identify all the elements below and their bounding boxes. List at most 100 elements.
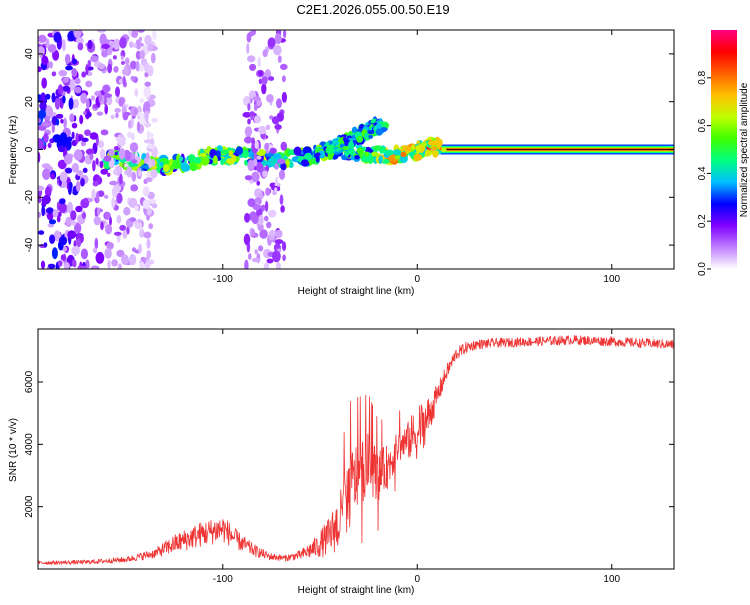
noise-blob bbox=[247, 198, 256, 208]
noise-blob bbox=[281, 91, 287, 103]
noise-blob bbox=[99, 160, 104, 169]
noise-blob bbox=[134, 205, 140, 211]
noise-blob bbox=[83, 111, 87, 115]
noise-blob bbox=[280, 63, 288, 70]
trace-blob bbox=[199, 152, 207, 157]
noise-blob bbox=[130, 184, 139, 192]
trace-blob bbox=[402, 145, 411, 152]
noise-blob bbox=[63, 117, 67, 130]
noise-blob bbox=[128, 120, 132, 129]
noise-blob bbox=[38, 185, 45, 192]
noise-blob bbox=[256, 180, 261, 186]
trace-blob bbox=[212, 155, 218, 165]
branch-blob bbox=[348, 141, 354, 149]
trace-blob bbox=[193, 156, 202, 164]
noise-blob bbox=[58, 236, 68, 246]
noise-blob bbox=[40, 92, 46, 102]
trace-blob bbox=[188, 154, 196, 164]
colorbar-gradient bbox=[711, 30, 737, 269]
noise-blob bbox=[66, 177, 71, 184]
noise-blob bbox=[61, 39, 66, 52]
noise-blob bbox=[151, 158, 156, 167]
noise-blob bbox=[149, 94, 156, 100]
noise-blob bbox=[256, 155, 262, 160]
noise-blob bbox=[40, 260, 46, 269]
noise-blob bbox=[109, 41, 115, 47]
noise-blob bbox=[71, 245, 80, 256]
noise-blob bbox=[143, 85, 151, 98]
noise-blob bbox=[138, 243, 142, 254]
trace-blob bbox=[178, 156, 184, 162]
noise-blob bbox=[268, 209, 277, 218]
noise-blob bbox=[126, 166, 133, 178]
noise-blob bbox=[111, 259, 118, 267]
colorbar-label: Normalized spectral amplitude bbox=[739, 82, 750, 217]
noise-blob bbox=[257, 56, 261, 68]
noise-blob bbox=[244, 126, 253, 137]
noise-blob bbox=[77, 265, 83, 269]
noise-blob bbox=[151, 203, 158, 209]
noise-blob bbox=[150, 169, 158, 179]
noise-blob bbox=[117, 138, 126, 147]
noise-blob bbox=[266, 94, 274, 103]
colorbar-ticks: 0.0 0.2 0.4 0.6 0.8 bbox=[697, 70, 711, 276]
noise-blob bbox=[144, 34, 152, 46]
noise-blob bbox=[38, 151, 41, 163]
trace-blob bbox=[235, 146, 243, 155]
noise-blob bbox=[280, 205, 285, 213]
noise-blob bbox=[57, 145, 65, 153]
noise-blob bbox=[109, 216, 112, 226]
trace-blob bbox=[378, 155, 383, 164]
noise-blob bbox=[41, 122, 50, 127]
branch-blob bbox=[315, 155, 320, 163]
noise-blob bbox=[124, 65, 128, 76]
noise-blob bbox=[261, 83, 267, 95]
noise-blob bbox=[42, 168, 51, 180]
noise-blob bbox=[63, 262, 70, 269]
noise-blob bbox=[74, 86, 82, 94]
trace-blob bbox=[400, 151, 407, 158]
trace-blob bbox=[434, 138, 443, 148]
branch-blob bbox=[375, 128, 383, 136]
noise-blob bbox=[137, 30, 145, 33]
noise-blob bbox=[83, 197, 88, 203]
noise-blob bbox=[52, 209, 59, 218]
noise-blob bbox=[128, 197, 138, 209]
noise-blob bbox=[273, 44, 282, 56]
noise-blob bbox=[278, 169, 286, 180]
noise-blob bbox=[64, 53, 71, 65]
noise-blob bbox=[259, 229, 268, 239]
noise-blob bbox=[106, 95, 113, 106]
snr-series-line bbox=[38, 335, 674, 565]
figure-title: C2E1.2026.055.00.50.E19 bbox=[296, 2, 449, 17]
noise-blob bbox=[99, 148, 106, 160]
noise-blob bbox=[151, 30, 157, 41]
colorbar: 0.0 0.2 0.4 0.6 0.8 Normalized spectral ampl… bbox=[697, 30, 750, 276]
noise-blob bbox=[73, 98, 79, 109]
noise-blob bbox=[87, 39, 93, 50]
noise-blob bbox=[144, 263, 151, 269]
noise-blob bbox=[69, 113, 75, 123]
noise-blob bbox=[47, 44, 57, 53]
noise-blob bbox=[95, 157, 99, 165]
noise-blob bbox=[148, 157, 153, 169]
trace-blob bbox=[181, 163, 191, 172]
noise-blob bbox=[150, 52, 156, 64]
noise-blob bbox=[119, 224, 127, 231]
noise-blob bbox=[135, 60, 140, 72]
trace-blob bbox=[241, 149, 249, 159]
noise-blob bbox=[45, 93, 51, 100]
y-tick-label: 4000 bbox=[24, 433, 35, 456]
noise-blob bbox=[59, 171, 68, 183]
noise-blob bbox=[268, 76, 275, 81]
snr-frame bbox=[37, 328, 675, 570]
branch-blob bbox=[300, 159, 309, 167]
trace-blob bbox=[163, 164, 170, 173]
noise-blob bbox=[86, 98, 90, 110]
noise-blob bbox=[129, 41, 134, 48]
noise-blob bbox=[52, 134, 62, 143]
noise-blob bbox=[139, 261, 145, 269]
noise-blob bbox=[107, 172, 111, 177]
noise-blob bbox=[71, 68, 78, 77]
spectrogram-marks bbox=[38, 30, 674, 269]
